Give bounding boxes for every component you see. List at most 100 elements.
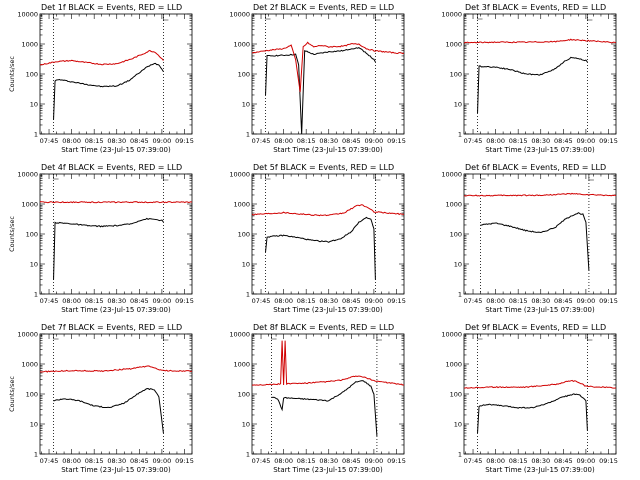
lld-series: [40, 49, 164, 66]
y-tick-label: 100: [450, 230, 462, 238]
x-tick-label: 08:45: [342, 457, 361, 465]
x-tick-label: 07:45: [464, 297, 483, 305]
y-tick-label: 100: [238, 390, 250, 398]
y-tick-label: 10000: [441, 170, 462, 178]
interval-marker: [265, 14, 271, 20]
detector-panel-4: Det 4f BLACK = Events, RED = LLD 1 10 100 10…: [8, 163, 194, 314]
x-tick-label: 08:45: [342, 297, 361, 305]
y-tick-label: 10: [454, 260, 462, 268]
interval-marker: [587, 14, 593, 21]
interval-marker: [53, 334, 59, 340]
y-tick-label: 100: [26, 230, 38, 238]
y-tick-label: 10: [30, 420, 38, 428]
y-tick-label: 10000: [229, 330, 250, 338]
x-tick-label: 09:15: [387, 297, 406, 305]
panel-title: Det 1f BLACK = Events, RED = LLD: [41, 3, 182, 12]
panel-title: Det 9f BLACK = Events, RED = LLD: [465, 323, 606, 332]
x-axis-label: Start Time (23-Jul-15 07:39:00): [273, 466, 383, 474]
events-series: [477, 393, 588, 434]
x-tick-label: 08:00: [274, 137, 293, 145]
x-tick-label: 09:15: [599, 137, 618, 145]
plot-frame: [39, 333, 193, 455]
y-tick-label: 1000: [233, 200, 250, 208]
y-tick-label: 100: [450, 70, 462, 78]
y-tick-label: 10000: [17, 10, 38, 18]
y-tick-label: 100: [450, 390, 462, 398]
lld-series: [252, 204, 404, 217]
x-tick-label: 09:00: [365, 137, 384, 145]
detector-panel-5: Det 5f BLACK = Events, RED = LLD 1 10 100 10…: [229, 163, 406, 314]
x-tick-label: 08:00: [486, 137, 505, 145]
x-tick-label: 08:15: [509, 297, 528, 305]
interval-marker: [375, 174, 381, 181]
x-tick-label: 09:15: [599, 457, 618, 465]
x-tick-label: 08:45: [130, 137, 149, 145]
y-tick-label: 1: [458, 450, 462, 458]
panel-title: Det 3f BLACK = Events, RED = LLD: [465, 3, 606, 12]
x-axis-label: Start Time (23-Jul-15 07:39:00): [61, 306, 171, 314]
x-tick-label: 09:00: [153, 457, 172, 465]
detector-panel-1: Det 1f BLACK = Events, RED = LLD 1 10 100 10…: [8, 3, 194, 154]
interval-marker: [375, 14, 381, 21]
interval-marker: [53, 14, 59, 20]
events-series: [265, 47, 376, 134]
plot-frame: [39, 173, 193, 295]
x-tick-label: 07:45: [252, 297, 271, 305]
y-tick-label: 10: [30, 100, 38, 108]
y-tick-label: 10000: [17, 330, 38, 338]
x-tick-label: 09:15: [599, 297, 618, 305]
events-series: [53, 217, 164, 280]
lld-series: [40, 365, 192, 373]
events-series: [271, 380, 378, 436]
x-tick-label: 08:45: [342, 137, 361, 145]
x-tick-label: 09:15: [175, 297, 194, 305]
x-tick-label: 08:00: [62, 457, 81, 465]
y-axis-label: Counts/sec: [8, 56, 16, 92]
y-tick-label: 10: [454, 420, 462, 428]
x-tick-label: 08:30: [531, 457, 550, 465]
y-tick-label: 1000: [21, 360, 38, 368]
x-tick-label: 08:30: [319, 457, 338, 465]
x-tick-label: 08:30: [107, 297, 126, 305]
panel-title: Det 4f BLACK = Events, RED = LLD: [41, 163, 182, 172]
x-tick-label: 08:15: [297, 457, 316, 465]
x-axis-label: Start Time (23-Jul-15 07:39:00): [273, 306, 383, 314]
x-tick-label: 08:15: [297, 297, 316, 305]
x-axis-label: Start Time (23-Jul-15 07:39:00): [61, 146, 171, 154]
detector-panel-8: Det 8f BLACK = Events, RED = LLD 1 10 100 10…: [229, 323, 406, 474]
y-tick-label: 1000: [445, 40, 462, 48]
y-tick-label: 10000: [441, 10, 462, 18]
y-tick-label: 1: [34, 130, 38, 138]
y-tick-label: 10: [454, 100, 462, 108]
interval-marker: [53, 174, 59, 180]
y-tick-label: 1000: [233, 360, 250, 368]
x-tick-label: 08:00: [274, 297, 293, 305]
detector-panel-6: Det 6f BLACK = Events, RED = LLD 1 10 100 10…: [441, 163, 618, 314]
x-axis-label: Start Time (23-Jul-15 07:39:00): [485, 146, 595, 154]
y-tick-label: 100: [238, 70, 250, 78]
x-tick-label: 07:45: [464, 457, 483, 465]
x-tick-label: 08:45: [554, 137, 573, 145]
interval-marker: [477, 334, 483, 340]
x-tick-label: 09:00: [365, 297, 384, 305]
x-tick-label: 09:00: [153, 297, 172, 305]
y-axis-label: Counts/sec: [8, 216, 16, 252]
y-tick-label: 1: [246, 290, 250, 298]
x-tick-label: 08:30: [107, 457, 126, 465]
interval-marker: [163, 174, 169, 181]
events-series: [53, 388, 164, 434]
x-tick-label: 08:15: [297, 137, 316, 145]
lld-series: [252, 41, 404, 93]
y-tick-label: 10000: [229, 170, 250, 178]
plot-frame: [251, 173, 405, 295]
x-tick-label: 08:45: [130, 457, 149, 465]
detector-panel-2: Det 2f BLACK = Events, RED = LLD 1 10 100 10…: [229, 3, 406, 154]
lld-series: [464, 192, 616, 197]
x-tick-label: 08:30: [107, 137, 126, 145]
plot-frame: [251, 13, 405, 135]
x-axis-label: Start Time (23-Jul-15 07:39:00): [485, 306, 595, 314]
x-tick-label: 08:15: [509, 457, 528, 465]
detector-panel-3: Det 3f BLACK = Events, RED = LLD 1 10 100 10…: [441, 3, 618, 154]
x-tick-label: 09:00: [577, 137, 596, 145]
lld-series: [464, 379, 616, 389]
